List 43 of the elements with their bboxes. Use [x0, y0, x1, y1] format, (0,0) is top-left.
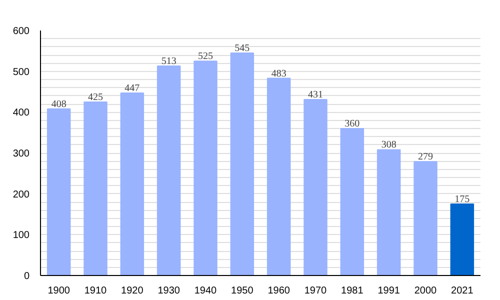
bar: [156, 66, 181, 276]
bar: [450, 204, 474, 276]
x-tick-label: 2021: [451, 286, 474, 296]
x-tick-label: 1981: [341, 286, 364, 296]
data-label: 308: [381, 140, 396, 151]
x-tick-label: 1940: [194, 286, 218, 296]
x-tick-label: 1920: [121, 286, 144, 296]
x-tick-label: 1910: [84, 286, 108, 296]
x-tick-label: 1900: [48, 286, 70, 296]
data-label: 447: [124, 82, 140, 94]
bar: [414, 161, 438, 276]
data-label: 513: [161, 56, 176, 68]
y-tick-label: 0: [24, 271, 30, 282]
bar: [304, 99, 328, 276]
y-tick-label: 300: [12, 148, 30, 160]
bar: [266, 78, 291, 276]
x-tick-label: 1950: [231, 286, 254, 296]
y-tick-label: 500: [12, 66, 30, 78]
data-label: 431: [308, 90, 323, 101]
data-label: 525: [198, 51, 213, 62]
bar: [340, 128, 364, 276]
x-tick-label: 1930: [158, 286, 180, 296]
data-label: 408: [51, 98, 66, 110]
data-label: 425: [88, 92, 103, 103]
y-tick-label: 600: [12, 26, 30, 37]
y-tick-label: 200: [12, 189, 30, 200]
data-label: 545: [234, 42, 250, 54]
data-label: 279: [418, 152, 433, 163]
bar: [46, 108, 71, 276]
y-tick-label: 100: [12, 230, 30, 242]
x-tick-label: 1960: [268, 286, 290, 296]
data-label: 175: [454, 194, 470, 206]
x-tick-label: 1991: [378, 286, 400, 296]
bar: [194, 60, 218, 276]
bar: [230, 52, 254, 276]
bar: [376, 149, 401, 276]
bar: [120, 92, 144, 276]
bar: [84, 101, 108, 276]
x-tick-label: 2000: [414, 286, 438, 296]
data-label: 360: [344, 118, 360, 130]
y-tick-label: 400: [12, 108, 30, 119]
data-label: 483: [271, 68, 286, 80]
x-tick-label: 1970: [304, 286, 328, 296]
